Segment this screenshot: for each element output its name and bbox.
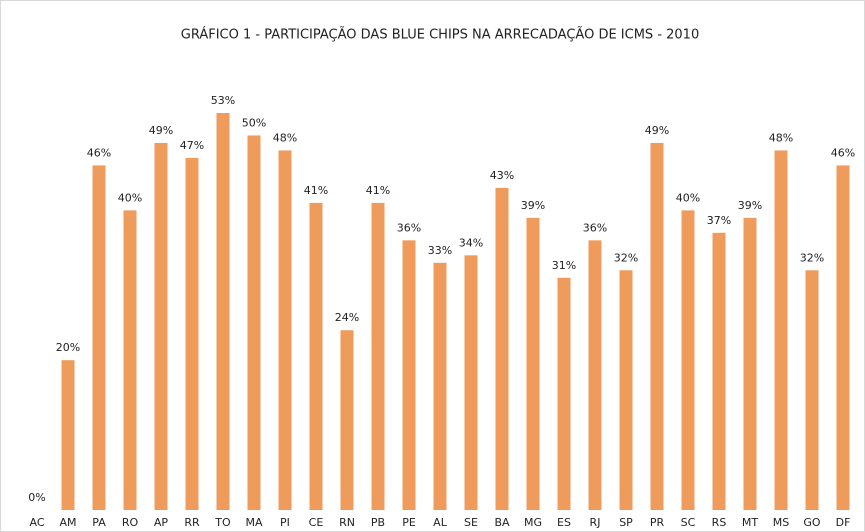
x-tick-label: CE [309, 516, 324, 529]
bar [309, 202, 323, 511]
value-label: 39% [521, 199, 545, 212]
value-label: 50% [242, 116, 266, 129]
chart-title: GRÁFICO 1 - PARTICIPAÇÃO DAS BLUE CHIPS … [181, 27, 699, 43]
value-label: 46% [831, 146, 855, 159]
x-tick-label: PA [92, 516, 106, 529]
value-label: 20% [56, 341, 80, 354]
bar [278, 150, 292, 511]
bar [247, 135, 261, 511]
value-label: 46% [87, 146, 111, 159]
value-label: 49% [645, 124, 669, 137]
x-tick-label: GO [803, 516, 821, 529]
value-label: 48% [769, 131, 793, 144]
bar [92, 165, 106, 510]
value-label: 41% [366, 184, 390, 197]
bar [557, 277, 571, 510]
x-tick-label: MG [524, 516, 542, 529]
value-label: 40% [118, 191, 142, 204]
value-label: 41% [304, 184, 328, 197]
value-label: 36% [583, 221, 607, 234]
x-tick-label: RN [339, 516, 355, 529]
bar [650, 142, 664, 510]
bar [340, 330, 354, 510]
value-label: 32% [614, 251, 638, 264]
bar [836, 165, 850, 510]
value-label: 31% [552, 259, 576, 272]
bar [588, 240, 602, 510]
bar [743, 217, 757, 510]
x-tick-label: TO [214, 516, 231, 529]
value-label: 39% [738, 199, 762, 212]
value-label: 40% [676, 191, 700, 204]
value-label: 32% [800, 251, 824, 264]
x-tick-label: DF [836, 516, 851, 529]
x-tick-label: AL [433, 516, 448, 529]
x-tick-label: PB [371, 516, 385, 529]
x-tick-label: MT [742, 516, 758, 529]
x-tick-label: RR [184, 516, 200, 529]
bar [495, 187, 509, 511]
bar [371, 202, 385, 511]
bar [433, 262, 447, 510]
x-tick-label: MS [773, 516, 789, 529]
x-tick-label: RO [122, 516, 139, 529]
bar [185, 157, 199, 510]
bar [216, 113, 230, 510]
x-tick-label: SE [464, 516, 478, 529]
x-tick-label: AC [29, 516, 44, 529]
value-label: 36% [397, 221, 421, 234]
x-tick-label: BA [494, 516, 510, 529]
x-tick-label: AP [154, 516, 169, 529]
bar [619, 270, 633, 510]
x-tick-label: SC [681, 516, 696, 529]
value-label: 48% [273, 131, 297, 144]
value-label: 34% [459, 236, 483, 249]
bar [526, 217, 540, 510]
bar [402, 240, 416, 510]
bar [805, 270, 819, 510]
x-tick-label: PE [402, 516, 416, 529]
x-tick-label: PR [650, 516, 665, 529]
bar [712, 232, 726, 510]
value-label: 33% [428, 244, 452, 257]
x-tick-label: PI [280, 516, 290, 529]
x-tick-label: SP [619, 516, 633, 529]
value-label: 43% [490, 169, 514, 182]
x-tick-label: ES [557, 516, 571, 529]
value-label: 53% [211, 94, 235, 107]
bar [464, 255, 478, 510]
value-label: 47% [180, 139, 204, 152]
bar [61, 360, 75, 510]
value-label: 0% [28, 491, 45, 504]
bar [123, 210, 137, 510]
x-tick-label: RS [712, 516, 727, 529]
value-label: 24% [335, 311, 359, 324]
x-tick-label: AM [59, 516, 76, 529]
bar [154, 142, 168, 510]
x-tick-label: MA [245, 516, 262, 529]
value-label: 37% [707, 214, 731, 227]
value-label: 49% [149, 124, 173, 137]
bar [681, 210, 695, 510]
bar [774, 150, 788, 511]
x-tick-label: RJ [590, 516, 601, 529]
